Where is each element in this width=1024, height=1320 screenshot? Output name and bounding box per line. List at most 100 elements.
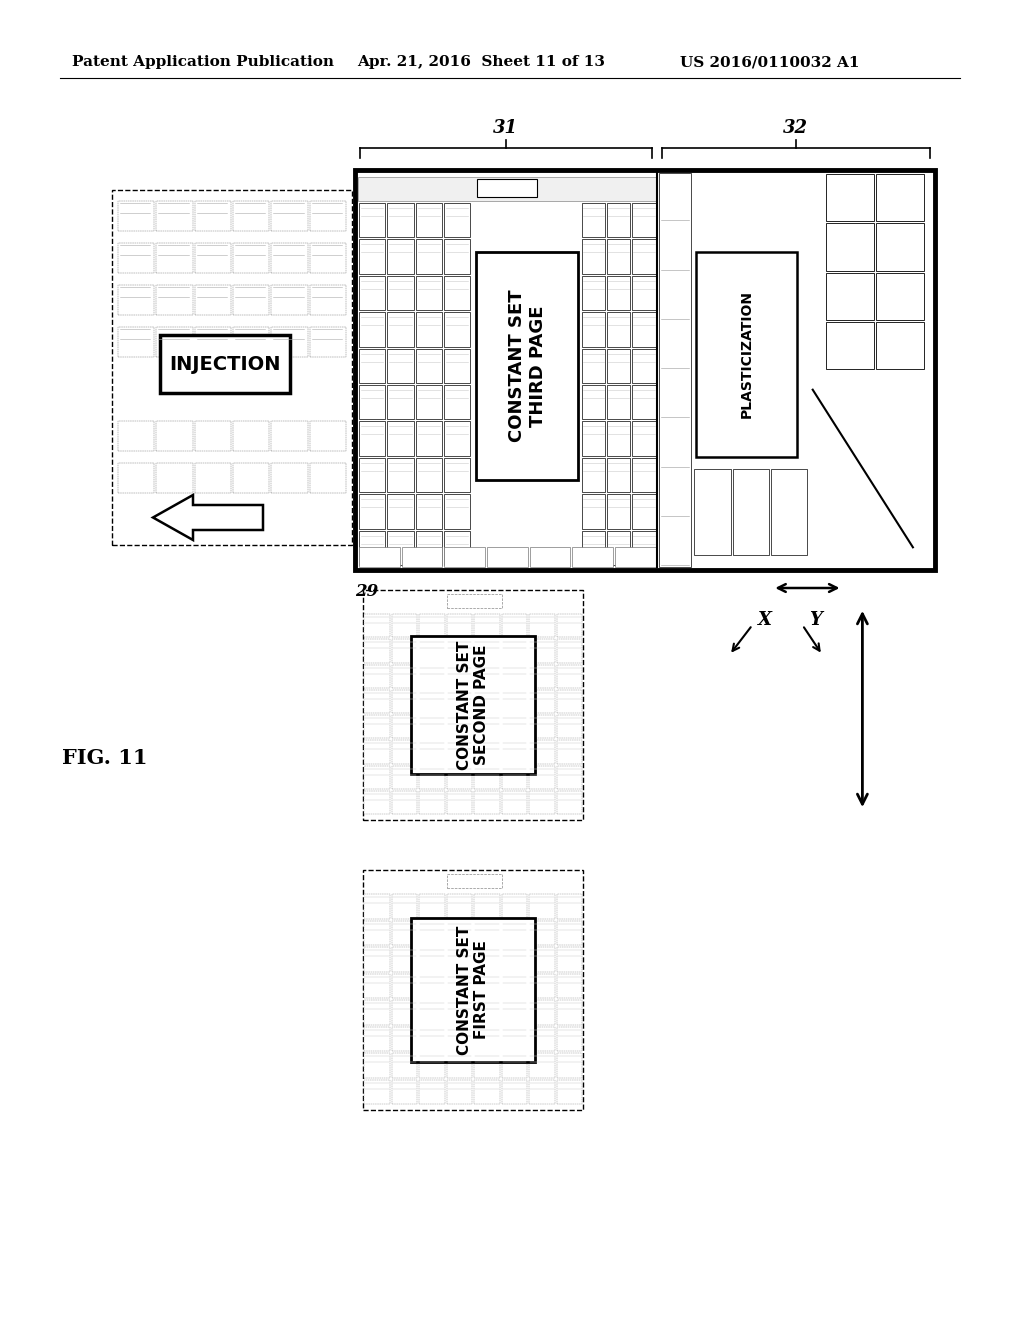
Bar	[446, 1001, 472, 1024]
Bar	[364, 664, 389, 688]
Bar	[502, 894, 527, 919]
Bar	[474, 766, 500, 789]
Bar	[876, 174, 924, 222]
Bar	[446, 664, 472, 688]
Bar	[364, 766, 389, 789]
Bar	[309, 243, 346, 273]
Bar	[233, 285, 269, 315]
Bar	[419, 1027, 444, 1051]
Bar	[364, 690, 389, 713]
Bar	[633, 276, 655, 310]
Bar	[529, 741, 555, 763]
Bar	[446, 974, 472, 998]
Bar	[416, 385, 442, 420]
Bar	[658, 173, 691, 568]
Bar	[474, 920, 500, 945]
Bar	[582, 458, 605, 492]
Bar	[446, 639, 472, 663]
Bar	[607, 203, 631, 238]
Bar	[529, 1001, 555, 1024]
Bar	[556, 974, 582, 998]
Bar	[633, 203, 655, 238]
Text: 29: 29	[355, 583, 378, 601]
Bar	[362, 870, 583, 1110]
Bar	[556, 614, 582, 638]
Bar	[419, 766, 444, 789]
Bar	[556, 1053, 582, 1077]
Bar	[502, 1027, 527, 1051]
Bar	[502, 690, 527, 713]
Bar	[474, 894, 500, 919]
Bar	[474, 791, 500, 814]
Text: CONSTANT SET
FIRST PAGE: CONSTANT SET FIRST PAGE	[457, 925, 489, 1055]
Bar	[157, 201, 193, 231]
Bar	[387, 313, 414, 347]
Bar	[876, 322, 924, 370]
Bar	[233, 327, 269, 356]
Bar	[118, 327, 155, 356]
Bar	[529, 894, 555, 919]
Bar	[502, 920, 527, 945]
Bar	[446, 594, 502, 609]
Bar	[446, 874, 502, 888]
Bar	[694, 469, 730, 556]
Bar	[419, 1001, 444, 1024]
Bar	[391, 614, 417, 638]
Text: US 2016/0110032 A1: US 2016/0110032 A1	[680, 55, 859, 69]
Text: PLASTICIZATION: PLASTICIZATION	[739, 290, 754, 418]
Bar	[502, 791, 527, 814]
Bar	[118, 463, 155, 492]
Text: X: X	[759, 611, 772, 630]
Bar	[118, 285, 155, 315]
Text: INJECTION: INJECTION	[169, 355, 281, 374]
Bar	[556, 1080, 582, 1104]
Bar	[474, 1001, 500, 1024]
Bar	[233, 421, 269, 451]
Bar	[502, 715, 527, 738]
Text: CONSTANT SET
THIRD PAGE: CONSTANT SET THIRD PAGE	[508, 290, 547, 442]
Bar	[556, 741, 582, 763]
Bar	[157, 327, 193, 356]
Bar	[446, 614, 472, 638]
Bar	[355, 170, 935, 570]
Bar	[529, 715, 555, 738]
Bar	[157, 463, 193, 492]
Bar	[416, 276, 442, 310]
Bar	[391, 715, 417, 738]
Bar	[502, 1001, 527, 1024]
Bar	[474, 690, 500, 713]
Bar	[195, 463, 231, 492]
Bar	[233, 243, 269, 273]
Bar	[387, 276, 414, 310]
Bar	[195, 285, 231, 315]
Bar	[502, 639, 527, 663]
Bar	[446, 791, 472, 814]
Bar	[419, 1053, 444, 1077]
Bar	[419, 946, 444, 972]
Bar	[556, 1027, 582, 1051]
Bar	[825, 223, 873, 271]
Bar	[556, 894, 582, 919]
Bar	[387, 421, 414, 455]
Bar	[419, 974, 444, 998]
Bar	[419, 1080, 444, 1104]
Bar	[359, 421, 385, 455]
Bar	[476, 252, 578, 480]
Bar	[271, 285, 307, 315]
Text: CONSTANT SET
SECOND PAGE: CONSTANT SET SECOND PAGE	[457, 640, 489, 770]
Bar	[446, 1027, 472, 1051]
Bar	[529, 920, 555, 945]
Bar	[364, 715, 389, 738]
Bar	[391, 946, 417, 972]
Bar	[362, 590, 583, 820]
Bar	[391, 766, 417, 789]
Bar	[502, 741, 527, 763]
Bar	[633, 313, 655, 347]
Bar	[309, 421, 346, 451]
Bar	[271, 463, 307, 492]
Bar	[582, 385, 605, 420]
Bar	[309, 463, 346, 492]
Bar	[118, 421, 155, 451]
Bar	[419, 639, 444, 663]
Bar	[419, 690, 444, 713]
